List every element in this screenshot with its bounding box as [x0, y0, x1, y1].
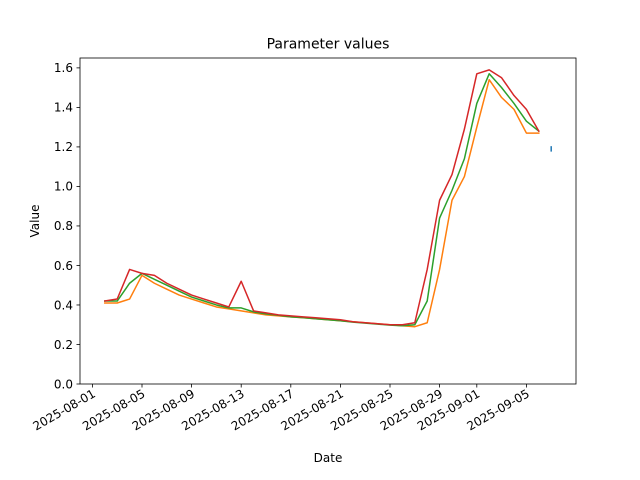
- plot-area-frame: [79, 57, 577, 385]
- series-line-3: [104, 73, 540, 327]
- y-tick-label: 1.0: [54, 180, 73, 194]
- y-tick-label: 0.4: [54, 298, 73, 312]
- y-tick-label: 1.6: [54, 61, 73, 75]
- y-tick-label: 1.4: [54, 101, 73, 115]
- y-tick-label: 0.6: [54, 259, 73, 273]
- y-tick-label: 0.2: [54, 338, 73, 352]
- series-line-4: [103, 69, 540, 326]
- y-tick-label: 0.0: [54, 377, 73, 391]
- y-tick-label: 1.2: [54, 140, 73, 154]
- x-axis-label: Date: [314, 451, 343, 465]
- y-axis-label: Value: [28, 205, 42, 238]
- y-tick-label: 0.8: [54, 219, 73, 233]
- series-layer: [103, 69, 552, 328]
- chart-title: Parameter values: [267, 37, 390, 53]
- y-axis: 0.0 0.2 0.4 0.6 0.8 1.0 1.2 1.4 1.6: [54, 61, 80, 391]
